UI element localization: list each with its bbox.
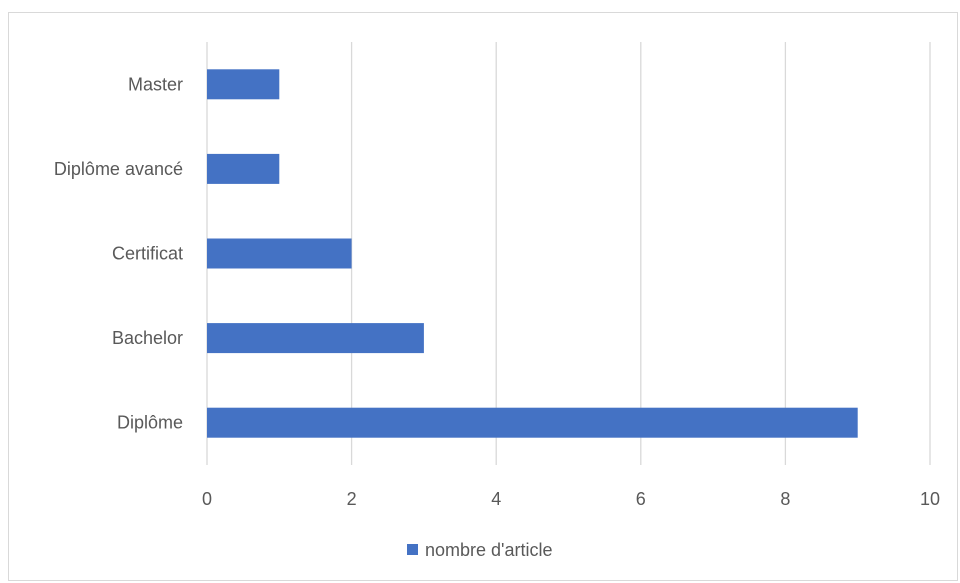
legend-label: nombre d'article — [425, 540, 553, 560]
x-tick-labels: 0 2 4 6 8 10 — [202, 489, 940, 509]
x-tick-label: 6 — [636, 489, 646, 509]
x-tick-label: 8 — [780, 489, 790, 509]
legend-swatch — [407, 544, 418, 555]
category-label: Certificat — [112, 244, 183, 264]
bar — [207, 153, 280, 184]
legend: nombre d'article — [407, 540, 553, 560]
x-tick-label: 10 — [920, 489, 940, 509]
bars — [207, 69, 858, 438]
x-tick-label: 0 — [202, 489, 212, 509]
gridlines — [206, 42, 931, 465]
bar — [207, 238, 352, 269]
chart-frame — [8, 12, 958, 581]
bar — [207, 407, 858, 438]
x-tick-label: 2 — [347, 489, 357, 509]
bar — [207, 323, 424, 354]
x-tick-label: 4 — [491, 489, 501, 509]
category-label: Diplôme — [117, 413, 183, 433]
category-label: Bachelor — [112, 328, 183, 348]
bar — [207, 69, 280, 100]
category-label: Master — [128, 74, 183, 94]
category-labels: Diplôme Bachelor Certificat Diplôme avancé M… — [54, 74, 183, 432]
category-label: Diplôme avancé — [54, 159, 183, 179]
